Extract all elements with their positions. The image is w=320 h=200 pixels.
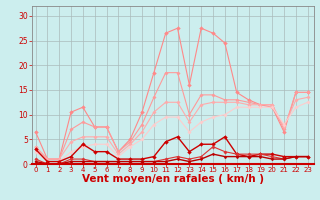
X-axis label: Vent moyen/en rafales ( km/h ): Vent moyen/en rafales ( km/h ) [82,174,264,184]
